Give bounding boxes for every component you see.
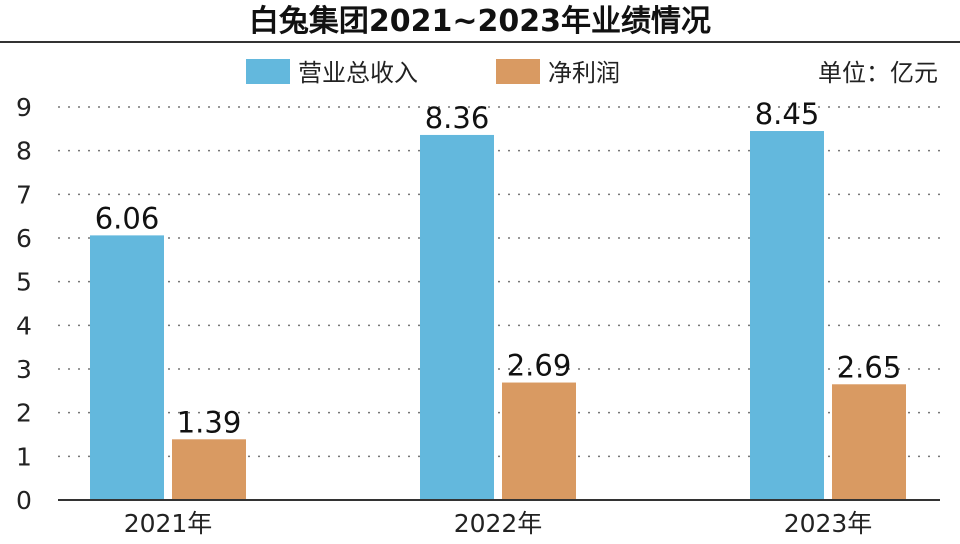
y-tick-label: 9 [16, 93, 32, 122]
bar-revenue [90, 235, 164, 500]
chart-title: 白兔集团2021~2023年业绩情况 [249, 4, 711, 39]
data-label: 8.45 [755, 97, 820, 131]
y-tick-label: 5 [16, 268, 32, 297]
y-tick-label: 3 [16, 355, 32, 384]
data-label: 6.06 [95, 201, 160, 235]
bar-revenue [750, 131, 824, 500]
x-tick-label: 2022年 [454, 509, 543, 538]
bar-net-profit [502, 382, 576, 500]
data-label: 2.65 [837, 350, 902, 384]
y-tick-label: 6 [16, 224, 32, 253]
x-tick-label: 2021年 [124, 509, 213, 538]
legend-label-revenue: 营业总收入 [298, 59, 418, 87]
grid [58, 106, 940, 458]
bar-revenue [420, 134, 494, 501]
y-tick-label: 4 [16, 311, 32, 340]
data-label: 8.36 [425, 101, 490, 135]
data-label: 1.39 [177, 405, 242, 439]
data-label: 2.69 [507, 349, 572, 383]
legend-swatch-net-profit [496, 59, 540, 84]
x-axis: 2021年 2022年 2023年 [124, 509, 873, 538]
legend-label-net-profit: 净利润 [548, 59, 620, 87]
legend-swatch-revenue [246, 59, 290, 84]
y-tick-label: 7 [16, 180, 32, 209]
data-labels: 6.06 1.39 8.36 2.69 8.45 2.65 [95, 97, 902, 439]
bar-net-profit [172, 439, 246, 500]
bar-net-profit [832, 384, 906, 500]
y-tick-label: 1 [16, 442, 32, 471]
y-tick-label: 8 [16, 137, 32, 166]
y-tick-label: 2 [16, 399, 32, 428]
bars [90, 131, 906, 501]
unit-label: 单位：亿元 [818, 59, 938, 87]
y-axis: 0 1 2 3 4 5 6 7 8 9 [16, 93, 32, 515]
x-tick-label: 2023年 [784, 509, 873, 538]
y-tick-label: 0 [16, 486, 32, 515]
